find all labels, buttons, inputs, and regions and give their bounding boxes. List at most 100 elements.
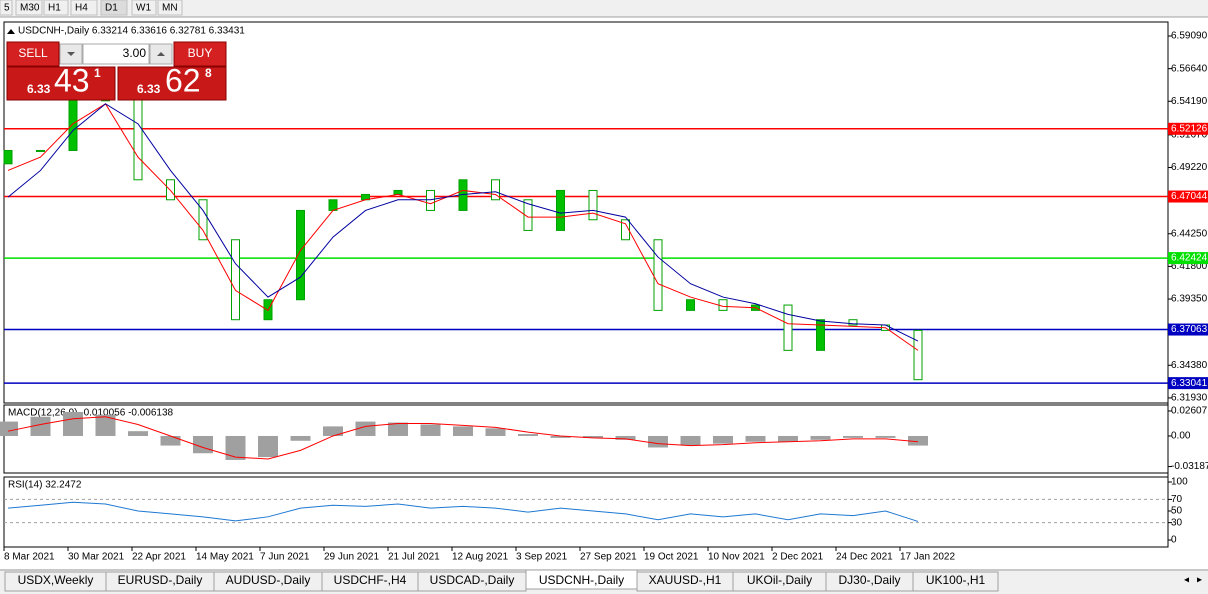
level-tag-label: 6.47044 — [1171, 191, 1208, 202]
y-tick-label: 30 — [1171, 517, 1183, 528]
level-tag-label: 6.52126 — [1171, 123, 1208, 134]
tab-label[interactable]: DJ30-,Daily — [838, 573, 900, 587]
tab-label[interactable]: UKOil-,Daily — [747, 573, 812, 587]
candle-body — [686, 299, 695, 311]
x-tick-label: 10 Nov 2021 — [708, 552, 765, 563]
macd-bar — [843, 435, 863, 438]
tab-label[interactable]: USDCHF-,H4 — [334, 573, 407, 587]
timeframe-button[interactable] — [70, 0, 98, 16]
lot-value[interactable]: 3.00 — [123, 46, 147, 60]
level-tag-label: 6.37063 — [1171, 324, 1208, 335]
price-pips[interactable]: 43 — [54, 62, 90, 98]
tab[interactable] — [912, 571, 999, 592]
tab-label[interactable]: USDCAD-,Daily — [430, 573, 515, 587]
price-big[interactable]: 6.33 — [27, 82, 51, 96]
buy-button[interactable] — [173, 41, 227, 67]
candle-body — [556, 189, 565, 231]
price-pips[interactable]: 62 — [165, 62, 201, 98]
timeframe-button[interactable] — [0, 0, 13, 16]
candle-body — [848, 319, 858, 326]
buy-label[interactable]: BUY — [188, 46, 213, 60]
timeframe-button[interactable] — [100, 0, 128, 16]
price-point[interactable]: 8 — [205, 66, 212, 80]
candle-body — [718, 299, 728, 311]
macd-bar — [420, 424, 441, 436]
macd-bar — [778, 435, 798, 442]
rsi-header: RSI(14) 32.2472 — [8, 480, 82, 491]
macd-bar — [355, 421, 376, 436]
y-tick-label: 100 — [1171, 477, 1188, 488]
macd-bar — [615, 435, 636, 440]
candle-body — [523, 199, 533, 231]
candle-body — [393, 189, 403, 195]
tab-label[interactable]: XAUUSD-,H1 — [649, 573, 722, 587]
macd-bar — [713, 435, 733, 444]
macd-bar — [0, 421, 18, 436]
y-tick-label: -0.031872 — [1171, 461, 1208, 472]
macd-bar — [160, 435, 181, 446]
x-tick-label: 17 Jan 2022 — [900, 552, 955, 563]
level-tag — [1168, 190, 1208, 203]
timeframe-button[interactable] — [43, 0, 69, 16]
price-box[interactable] — [117, 66, 227, 101]
moving-average — [7, 103, 919, 351]
timeframe-label[interactable]: 5 — [4, 3, 10, 14]
price-box[interactable] — [6, 66, 116, 101]
macd-bar — [63, 412, 83, 436]
tab-scroll-right[interactable]: ▸ — [1197, 575, 1202, 586]
rsi-line — [7, 501, 919, 522]
y-tick-label: 6.44250 — [1171, 228, 1208, 239]
y-tick-label: 70 — [1171, 494, 1183, 505]
timeframe-button[interactable] — [131, 0, 157, 16]
macd-bar — [908, 435, 928, 446]
tab-label[interactable]: USDX,Weekly — [18, 573, 94, 587]
candle-body — [426, 189, 435, 211]
tab-label[interactable]: USDCNH-,Daily — [539, 573, 624, 587]
price-big[interactable]: 6.33 — [137, 82, 161, 96]
timeframe-label[interactable]: MN — [162, 3, 178, 14]
x-tick-label: 21 Jul 2021 — [388, 552, 440, 563]
lot-down-icon[interactable] — [67, 52, 75, 56]
lot-input[interactable] — [82, 43, 150, 65]
timeframe-button[interactable] — [157, 0, 183, 16]
collapse-icon[interactable] — [7, 29, 15, 34]
x-tick-label: 27 Sep 2021 — [580, 552, 637, 563]
timeframe-label[interactable]: W1 — [136, 3, 151, 14]
macd-bar — [258, 435, 278, 458]
sell-button[interactable] — [6, 41, 60, 67]
tab-scroll-left[interactable]: ◂ — [1184, 575, 1189, 586]
candle-body — [653, 239, 663, 311]
candle-body — [328, 199, 338, 211]
timeframe-label[interactable]: H1 — [48, 3, 61, 14]
x-tick-label: 22 Apr 2021 — [132, 552, 186, 563]
candle-body — [588, 189, 598, 221]
price-point[interactable]: 1 — [94, 66, 101, 80]
macd-bar — [745, 435, 766, 442]
tab-label[interactable]: AUDUSD-,Daily — [226, 573, 311, 587]
tab-label[interactable]: UK100-,H1 — [926, 573, 986, 587]
candle-body — [133, 99, 143, 181]
moving-average — [7, 103, 919, 342]
sell-label[interactable]: SELL — [18, 46, 48, 60]
macd-bar — [875, 435, 896, 438]
y-tick-label: 6.54190 — [1171, 96, 1208, 107]
macd-bar — [453, 426, 473, 436]
timeframe-label[interactable]: M30 — [20, 3, 40, 14]
tab-label[interactable]: EURUSD-,Daily — [118, 573, 203, 587]
x-tick-label: 3 Sep 2021 — [516, 552, 568, 563]
y-tick-label: 6.49220 — [1171, 162, 1208, 173]
timeframe-button[interactable] — [15, 0, 43, 16]
x-tick-label: 8 Mar 2021 — [4, 552, 55, 563]
level-tag-label: 6.42424 — [1171, 253, 1208, 264]
macd-header: MACD(12,26,9) -0.010056 -0.006138 — [8, 408, 174, 419]
macd-bar — [810, 435, 831, 440]
timeframe-label[interactable]: D1 — [105, 3, 118, 14]
lot-up-icon[interactable] — [157, 52, 165, 56]
candle-body — [913, 329, 923, 381]
timeframe-label[interactable]: H4 — [75, 3, 88, 14]
y-tick-label: 6.41800 — [1171, 261, 1208, 272]
y-tick-label: 0.00 — [1171, 431, 1191, 442]
y-tick-label: 6.39350 — [1171, 294, 1208, 305]
candle-body — [491, 179, 500, 201]
x-tick-label: 12 Aug 2021 — [452, 552, 509, 563]
